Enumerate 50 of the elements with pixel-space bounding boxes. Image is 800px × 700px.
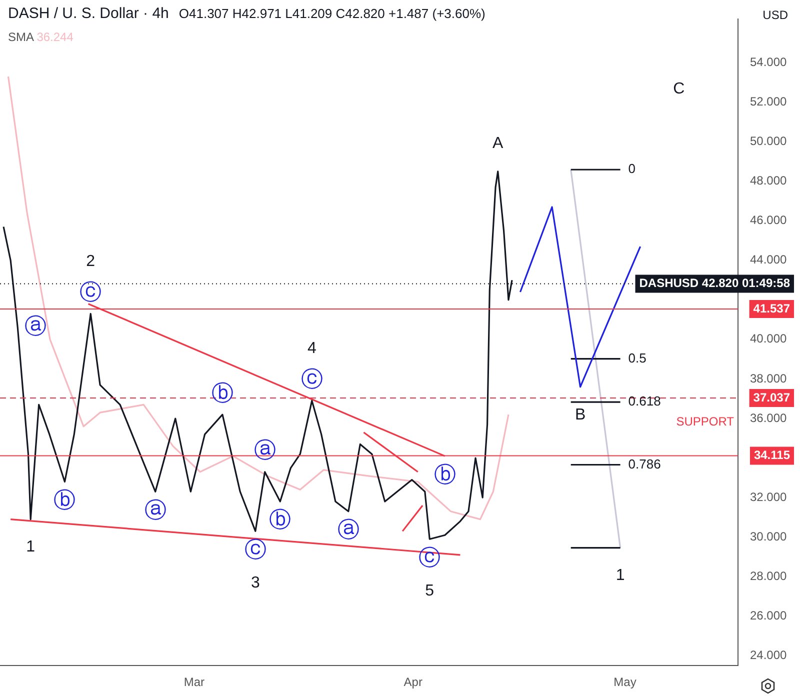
y-tick-label: 30.000 (750, 529, 788, 544)
annotation: 0.618 (628, 394, 661, 409)
x-tick-label: Mar (184, 675, 205, 690)
annotation: 2 (86, 253, 96, 270)
text: SMA (8, 30, 35, 44)
y-tick-label: 24.000 (750, 648, 788, 662)
y-tick-label: 38.000 (750, 371, 788, 386)
ref-line-label: 37.037 (753, 390, 790, 404)
annotation: 0.786 (628, 456, 661, 472)
annotation: 3 (250, 574, 260, 592)
annotation: ⓑ (269, 508, 292, 534)
annotation: ⓐ (24, 314, 47, 340)
y-tick-label: 46.000 (750, 213, 788, 228)
annotation: 0.5 (628, 350, 646, 366)
annotation: C (673, 80, 685, 98)
y-tick-label: 48.000 (750, 174, 788, 188)
annotation: 1 (616, 567, 625, 584)
x-tick-label: Apr (404, 675, 422, 690)
y-tick-label: 28.000 (750, 568, 788, 583)
annotation: ⓐ (337, 518, 360, 544)
annotation: ⓒ (300, 367, 323, 392)
annotation: B (574, 406, 586, 424)
annotation: ⓒ (244, 538, 266, 563)
y-tick-label: 40.000 (750, 332, 788, 346)
y-tick-label: 52.000 (750, 94, 788, 109)
annotation: ⓒ (418, 546, 441, 571)
y-tick-label: 50.000 (750, 134, 788, 148)
annotation: 36.244 (36, 30, 74, 44)
annotation: A (492, 134, 504, 152)
text: USD (762, 8, 788, 22)
y-tick-label: 54.000 (750, 55, 788, 69)
annotation: ⓑ (434, 462, 456, 488)
annotation: ⓑ (54, 488, 76, 514)
y-tick-label: 32.000 (750, 490, 788, 504)
annotation: 0 (628, 161, 636, 176)
x-tick-label: May (614, 675, 636, 690)
annotation: O41.307 H42.971 L41.209 C42.820 +1.487 (+3.60%) (178, 6, 486, 21)
annotation: 5 (425, 582, 434, 600)
annotation: 4 (307, 340, 316, 358)
ref-line-label: 34.115 (754, 448, 790, 462)
annotation: ⓒ (80, 280, 102, 306)
annotation: ⓐ (144, 498, 166, 524)
y-tick-label: 36.000 (750, 410, 788, 425)
annotation: SUPPORT (676, 414, 735, 428)
annotation: 1 (26, 538, 36, 556)
y-tick-label: 44.000 (750, 252, 788, 267)
ref-line-label: 41.537 (753, 301, 790, 316)
chart-title: DASH / U. S. Dollar · 4h (8, 5, 169, 22)
ref-line-label: DASHUSD 42.820 01:49:58 (639, 276, 790, 290)
y-tick-label: 26.000 (750, 608, 788, 622)
